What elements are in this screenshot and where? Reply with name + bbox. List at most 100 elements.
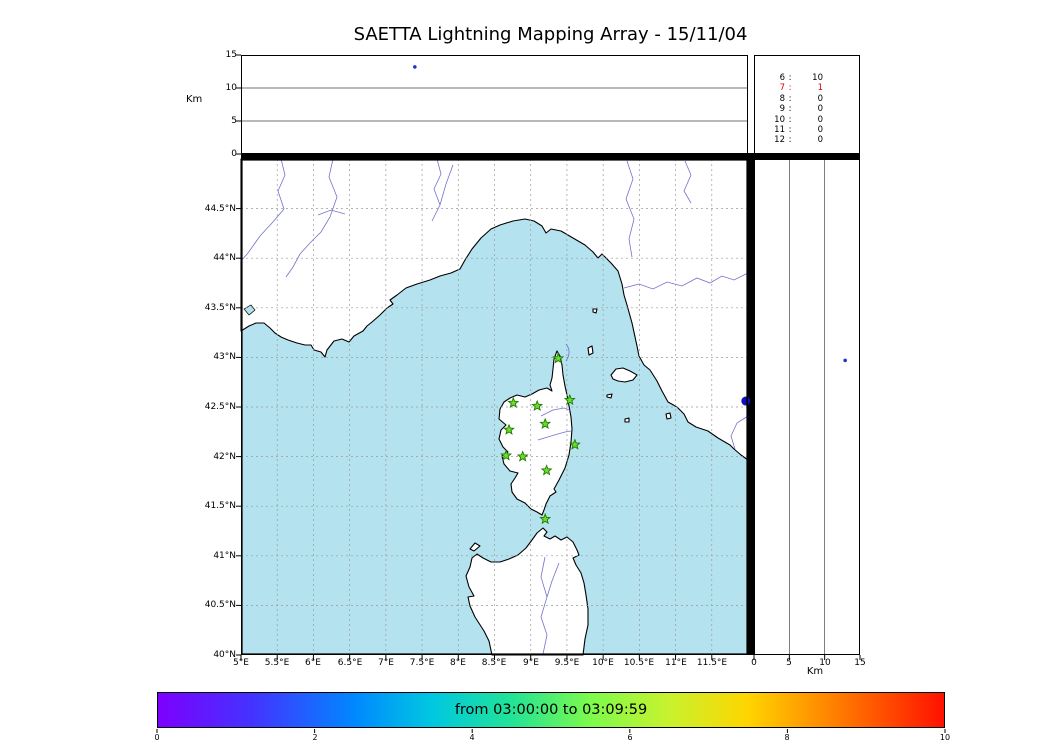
lma-station-star <box>516 450 529 462</box>
river <box>240 158 286 262</box>
alt-gridlines <box>788 159 826 655</box>
time-colorbar: from 03:00:00 to 03:09:59 <box>157 692 945 728</box>
divider-horizontal <box>241 153 860 159</box>
source-count: 0 <box>817 93 823 104</box>
lat-tick-label: 42°N <box>213 452 236 462</box>
lon-tick-label: 6.5°E <box>337 658 363 668</box>
rivers <box>240 158 749 655</box>
alt-vs-lat-canvas <box>753 159 861 660</box>
colorbar-tick-label: 2 <box>312 733 318 742</box>
separator: : <box>788 125 792 136</box>
lon-tick-label: 10°E <box>592 658 614 668</box>
station-count-row: 8: 0 <box>755 94 859 104</box>
station-count: 6 <box>779 73 785 83</box>
lma-station-star <box>568 438 581 450</box>
lat-tick-label: 40°N <box>213 650 236 660</box>
station-count-row: 10: 0 <box>755 115 859 125</box>
river <box>540 407 571 417</box>
capraia-island <box>587 345 594 356</box>
alt-axis-ticks <box>236 54 241 155</box>
lma-station-star <box>531 399 544 412</box>
map-axis-ticks <box>236 208 713 660</box>
alt-tick-label: 15 <box>854 658 866 668</box>
lat-tick-label: 43.5°N <box>204 303 236 313</box>
alt-tick-label: 5 <box>231 116 237 126</box>
separator: : <box>788 83 792 94</box>
alt-tick-label: 5 <box>786 658 792 668</box>
alt-vs-lon-panel <box>236 54 748 155</box>
river <box>540 556 548 655</box>
lat-tick-label: 43°N <box>213 352 236 362</box>
station-count-box: 6:10 7:1 8:0 9:0 10:0 11:0 12:0 <box>754 55 860 154</box>
alt-tick-label: 10 <box>225 83 237 93</box>
lma-station-star <box>563 393 576 406</box>
alt-tick-label: 15 <box>225 50 237 60</box>
colorbar-tick-label: 6 <box>627 733 633 742</box>
station-count: 9 <box>779 104 785 115</box>
colorbar-gradient <box>158 693 944 727</box>
station-count: 11 <box>774 125 785 136</box>
river <box>285 158 338 278</box>
separator: : <box>788 135 792 146</box>
asinara-island <box>469 542 481 552</box>
source-count: 10 <box>812 73 823 83</box>
lma-station-star <box>552 352 565 364</box>
lma-station-star <box>539 512 552 525</box>
lat-tick-label: 44.5°N <box>204 204 236 214</box>
alt-axis-ticks <box>753 655 861 660</box>
lon-tick-label: 5.5°E <box>264 658 290 668</box>
lat-tick-label: 41°N <box>213 551 236 561</box>
station-count-row: 12: 0 <box>755 135 859 145</box>
source-count: 1 <box>817 83 823 94</box>
separator: : <box>788 114 792 125</box>
lon-tick-label: 11°E <box>665 658 687 668</box>
panel-frame <box>241 55 748 154</box>
alt-tick-label: 0 <box>751 658 757 668</box>
lma-station-star <box>539 417 552 429</box>
river <box>317 209 346 216</box>
elba-island <box>610 367 638 383</box>
gorgona-island <box>592 308 598 314</box>
river <box>431 158 442 222</box>
time-window-label: from 03:00:00 to 03:09:59 <box>454 702 648 718</box>
alt-vs-lat-panel <box>753 159 861 660</box>
lon-tick-label: 8.5°E <box>481 658 507 668</box>
panel-frame <box>754 159 860 655</box>
alt-axis-label: Km <box>186 94 203 105</box>
separator: : <box>788 93 792 104</box>
source-count: 0 <box>817 104 823 115</box>
lat-tick-label: 41.5°N <box>204 501 236 511</box>
lightning-source-dot <box>741 396 751 406</box>
river <box>683 160 692 204</box>
lon-tick-label: 8°E <box>450 658 466 668</box>
station-count: 10 <box>774 114 785 125</box>
alt-gridlines <box>241 87 748 122</box>
lat-tick-label: 44°N <box>213 253 236 263</box>
source-count: 0 <box>817 114 823 125</box>
river <box>625 160 635 258</box>
station-count: 7 <box>779 83 785 94</box>
source-count: 0 <box>817 135 823 146</box>
sardinia-island <box>465 527 589 656</box>
lon-tick-label: 11.5°E <box>696 658 728 668</box>
coastline-france-italy <box>240 158 749 461</box>
lat-tick-label: 40.5°N <box>204 600 236 610</box>
station-count: 8 <box>779 93 785 104</box>
lma-station-star <box>500 449 513 461</box>
separator: : <box>788 73 792 83</box>
station-count-row: 7: 1 <box>755 83 859 93</box>
lightning-source-dot <box>843 358 847 363</box>
river <box>730 415 749 450</box>
lon-tick-label: 7.5°E <box>409 658 435 668</box>
colorbar-tick-label: 10 <box>939 733 951 742</box>
river <box>623 272 749 290</box>
lon-tick-label: 7°E <box>378 658 394 668</box>
giglio-island <box>665 412 672 420</box>
page-title: SAETTA Lightning Mapping Array - 15/11/0… <box>353 24 748 45</box>
river <box>546 562 560 598</box>
alt-axis-label: Km <box>806 666 824 677</box>
colorbar-tick-label: 4 <box>469 733 475 742</box>
montecristo-island <box>624 417 630 423</box>
lon-tick-label: 5°E <box>233 658 249 668</box>
lon-tick-label: 9.5°E <box>554 658 580 668</box>
